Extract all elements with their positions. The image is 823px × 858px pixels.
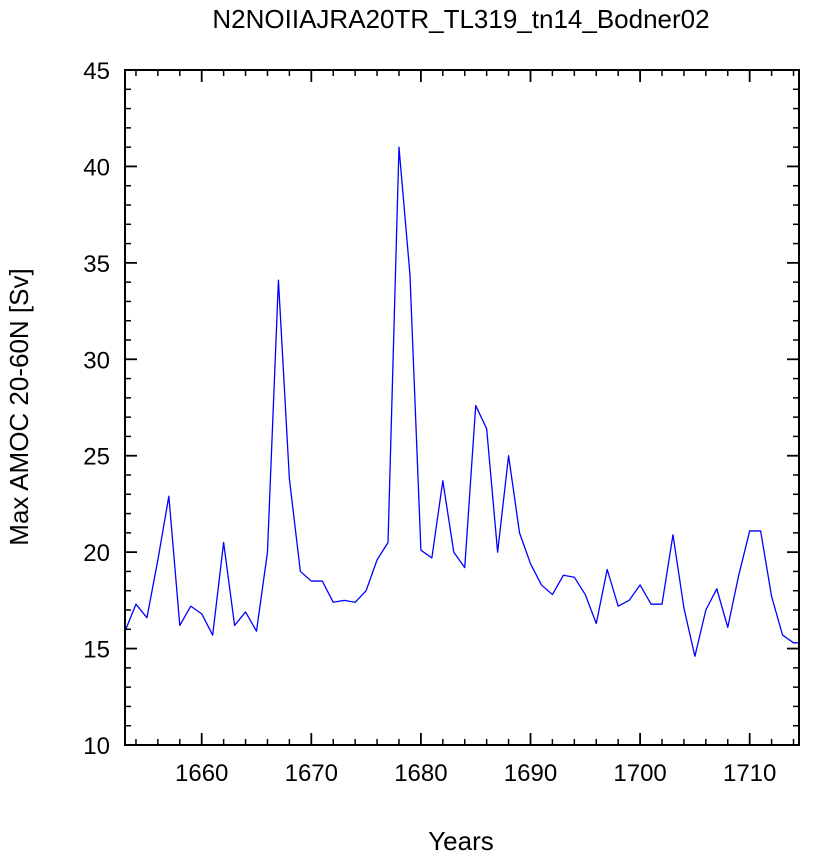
y-tick-label: 45 — [83, 58, 110, 85]
plot-frame — [124, 69, 800, 746]
y-tick-label: 30 — [83, 347, 110, 374]
x-tick-label: 1660 — [175, 760, 228, 787]
axis-ticks: 1660 1670 1680 1690 1700 1710 10 15 20 25 30 35 40 45 — [83, 58, 799, 787]
series-layer — [124, 146, 799, 657]
y-tick-label: 20 — [83, 540, 110, 567]
x-tick-label: 1680 — [394, 760, 447, 787]
x-tick-label: 1690 — [504, 760, 557, 787]
y-tick-label: 15 — [83, 637, 110, 664]
y-tick-label: 10 — [83, 733, 110, 760]
y-axis-label: Max AMOC 20-60N [Sv] — [4, 268, 34, 545]
x-tick-label: 1700 — [613, 760, 666, 787]
x-tick-label: 1710 — [723, 760, 776, 787]
y-tick-label: 25 — [83, 444, 110, 471]
x-tick-label: 1670 — [285, 760, 338, 787]
y-tick-label: 35 — [83, 251, 110, 278]
x-axis-label: Years — [428, 826, 494, 856]
amoc-series-line — [124, 146, 799, 657]
chart-title: N2NOIIAJRA20TR_TL319_tn14_Bodner02 — [212, 4, 709, 34]
y-tick-label: 40 — [83, 154, 110, 181]
